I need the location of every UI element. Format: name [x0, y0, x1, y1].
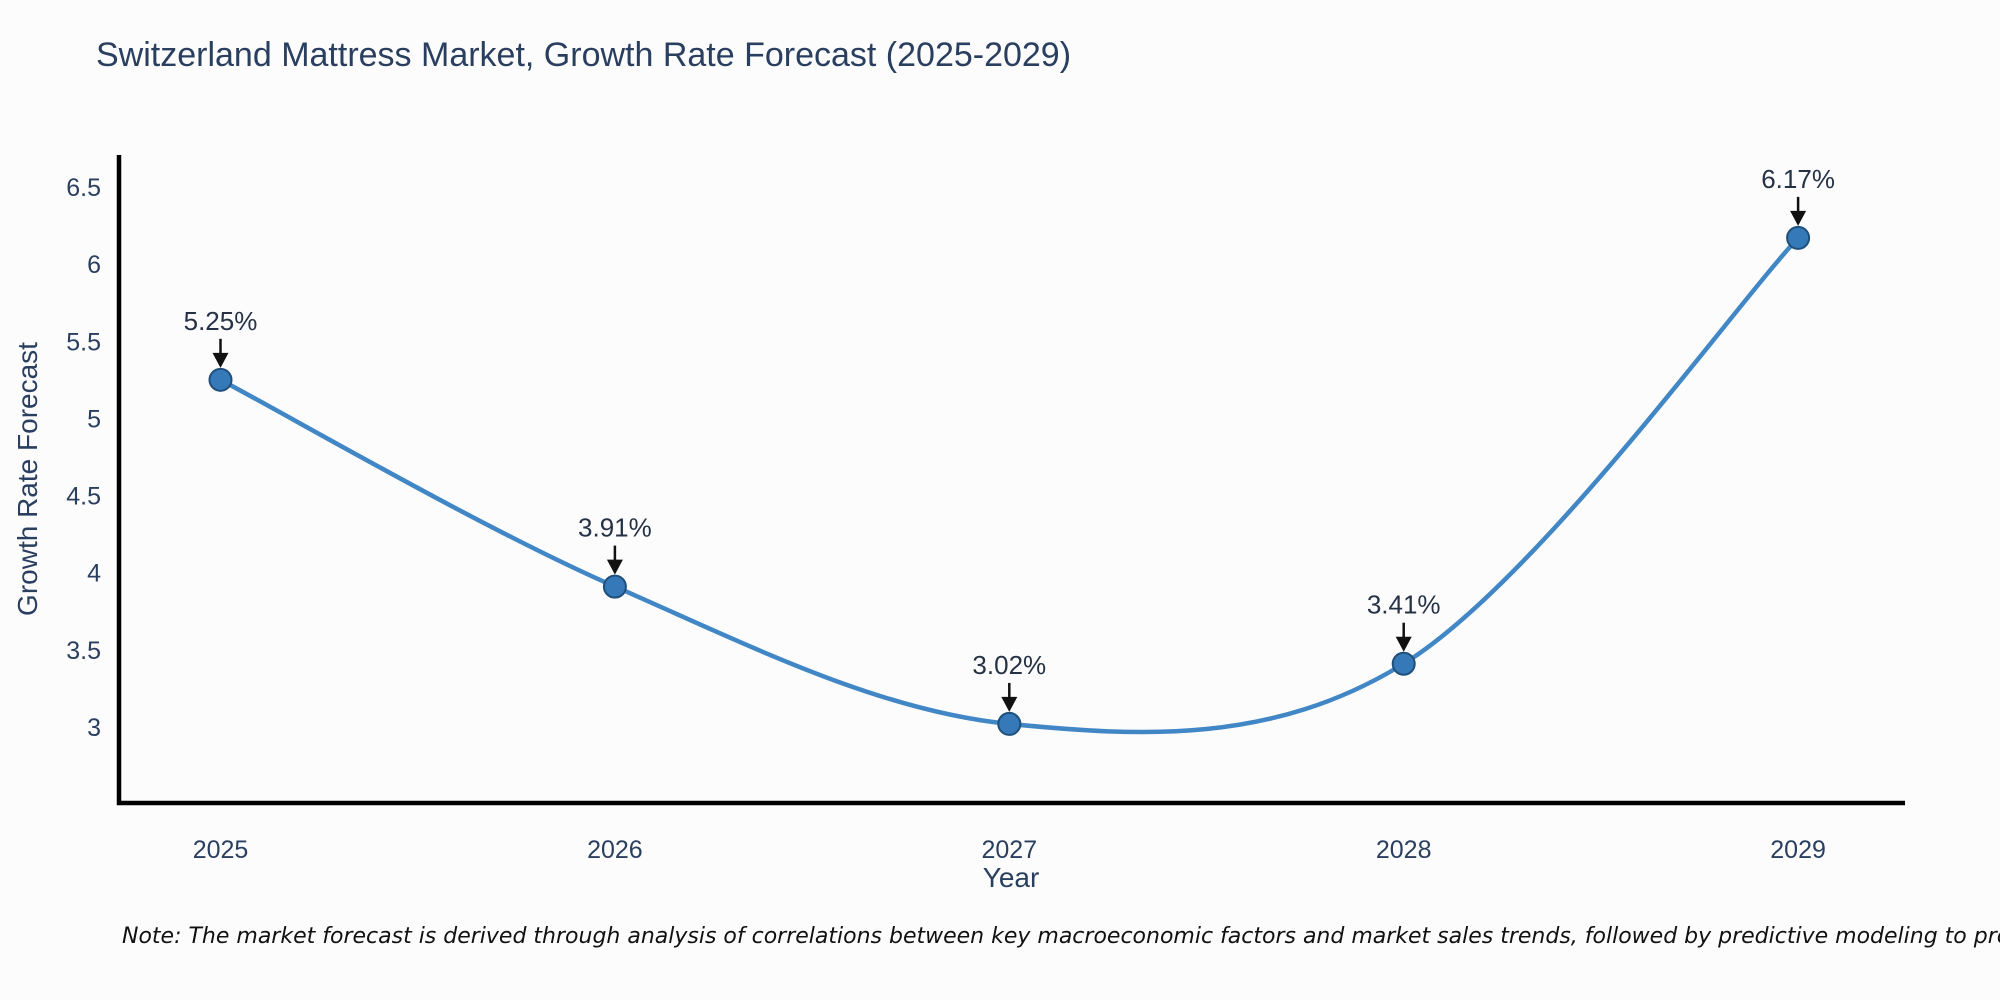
annotation-label-2025: 5.25%: [184, 306, 258, 336]
chart-title: Switzerland Mattress Market, Growth Rate…: [96, 36, 1072, 74]
axis-spines: [116, 155, 1905, 806]
x-axis-title: Year: [982, 862, 1040, 893]
y-tick-label: 4.5: [66, 483, 101, 511]
x-tick-label: 2028: [1376, 836, 1432, 864]
y-tick-label: 6.5: [66, 174, 101, 202]
annotation-arrowhead-icon: [1395, 636, 1412, 652]
data-point-2026[interactable]: [602, 574, 627, 599]
data-point-2025[interactable]: [208, 367, 233, 392]
y-tick-label: 3.5: [66, 637, 101, 665]
x-tick-label: 2025: [193, 836, 249, 864]
data-point-2028[interactable]: [1391, 651, 1416, 676]
annotation-arrowhead-icon: [606, 559, 623, 575]
annotation-label-2026: 3.91%: [578, 513, 652, 543]
data-point-2029[interactable]: [1786, 225, 1811, 250]
data-point-2027[interactable]: [997, 711, 1022, 736]
x-tick-label: 2027: [981, 836, 1037, 864]
annotation-arrowhead-icon: [1790, 210, 1807, 226]
annotation-label-2028: 3.41%: [1367, 590, 1441, 620]
annotation-label-2027: 3.02%: [972, 650, 1046, 680]
y-tick-label: 3: [87, 714, 101, 742]
annotation-arrowhead-icon: [1001, 696, 1018, 712]
annotation-arrowhead-icon: [212, 352, 229, 368]
x-tick-label: 2029: [1770, 836, 1826, 864]
y-tick-label: 5: [87, 405, 101, 433]
footnote: Note: The market forecast is derived thr…: [122, 924, 2000, 949]
y-tick-label: 4: [87, 560, 101, 588]
annotation-label-2029: 6.17%: [1761, 164, 1835, 194]
y-tick-label: 6: [87, 251, 101, 279]
x-tick-label: 2026: [587, 836, 643, 864]
y-tick-label: 5.5: [66, 328, 101, 356]
